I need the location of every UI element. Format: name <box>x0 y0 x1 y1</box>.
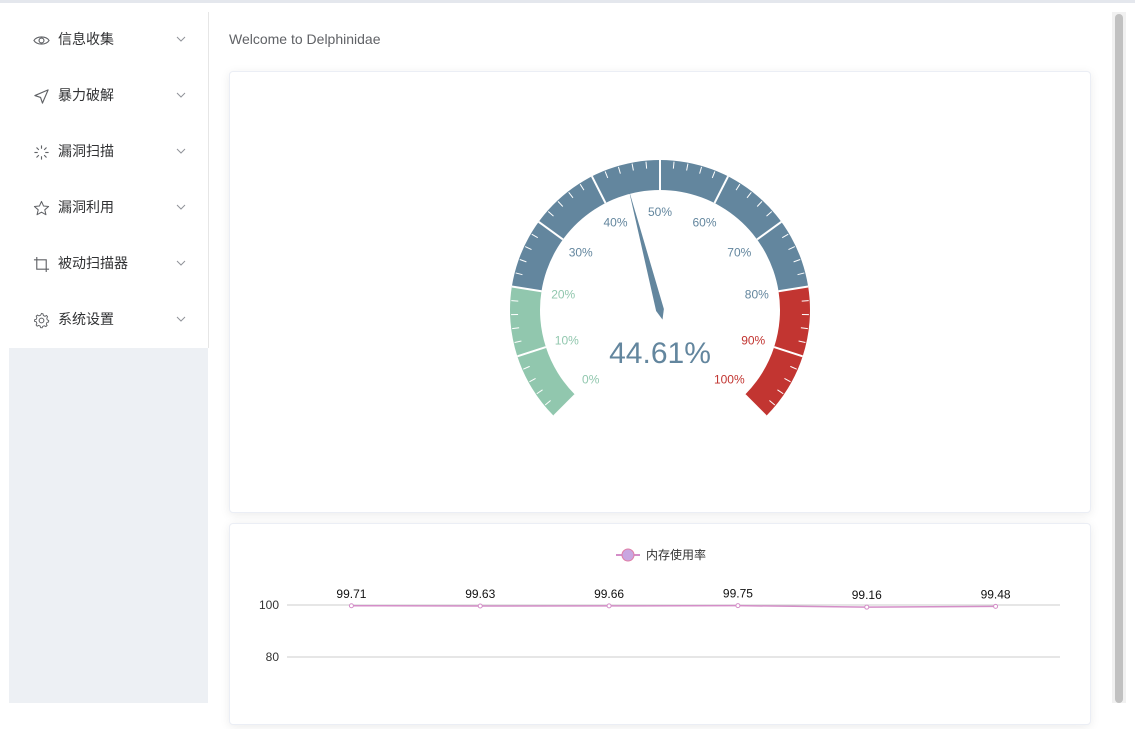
sidebar-item-passive-scanner[interactable]: 被动扫描器 <box>9 236 208 292</box>
gear-icon <box>32 311 50 329</box>
gauge-tick-label: 0% <box>582 372 600 386</box>
gauge-tick-label: 90% <box>741 333 765 347</box>
sidebar-item-label: 系统设置 <box>58 311 114 329</box>
data-label: 99.71 <box>336 587 366 601</box>
gauge-tick-label: 10% <box>555 333 579 347</box>
memory-gauge: 0% 10% 20% 30% 40% 50% 60% 70% 80% 90% 100% 44.61% <box>230 72 1090 512</box>
line-chart-card: 内存使用率 100 80 99.71 99.63 99.66 99.75 99.16 99.… <box>229 523 1091 725</box>
scrollbar[interactable] <box>1112 12 1126 703</box>
sidebar-item-brute-force[interactable]: 暴力破解 <box>9 68 208 124</box>
star-icon <box>32 199 50 217</box>
data-label: 99.66 <box>594 587 624 601</box>
sidebar-menu: 信息收集 暴力破解 漏洞扫描 漏洞利用 <box>9 12 209 348</box>
chevron-down-icon <box>175 201 187 213</box>
gauge-minor-tick <box>646 162 647 169</box>
sidebar-item-label: 漏洞扫描 <box>58 143 114 161</box>
data-point[interactable] <box>994 604 998 608</box>
sidebar-item-label: 漏洞利用 <box>58 199 114 217</box>
gauge-card: 0% 10% 20% 30% 40% 50% 60% 70% 80% 90% 100% 44.61% <box>229 71 1091 513</box>
sidebar-item-label: 被动扫描器 <box>58 255 128 273</box>
chevron-down-icon <box>175 89 187 101</box>
gauge-tick-label: 60% <box>692 216 716 230</box>
main-content: Welcome to Delphinidae 0% 10% 20% 30% 40% 50%… <box>209 12 1112 703</box>
page-title: Welcome to Delphinidae <box>229 31 381 47</box>
sidebar-item-vuln-scan[interactable]: 漏洞扫描 <box>9 124 208 180</box>
y-tick-label: 80 <box>266 650 280 664</box>
gauge-tick-label: 30% <box>569 245 593 259</box>
gauge-tick-label: 80% <box>745 288 769 302</box>
chevron-down-icon <box>175 313 187 325</box>
legend[interactable]: 内存使用率 <box>616 547 706 562</box>
send-icon <box>32 87 50 105</box>
data-label: 99.63 <box>465 587 495 601</box>
data-point[interactable] <box>607 604 611 608</box>
data-point[interactable] <box>736 604 740 608</box>
sidebar-item-label: 信息收集 <box>58 31 114 49</box>
chevron-down-icon <box>175 33 187 45</box>
data-point[interactable] <box>865 605 869 609</box>
scrollbar-thumb[interactable] <box>1115 14 1123 703</box>
y-tick-label: 100 <box>259 598 279 612</box>
gauge-tick-label: 70% <box>727 245 751 259</box>
gauge-tick-label: 20% <box>551 288 575 302</box>
gauge-band-low <box>510 287 575 417</box>
series-line <box>351 606 995 608</box>
sidebar-item-exploit[interactable]: 漏洞利用 <box>9 180 208 236</box>
gauge-value: 44.61% <box>609 337 711 370</box>
data-label: 99.75 <box>723 587 753 601</box>
sidebar-item-label: 暴力破解 <box>58 87 114 105</box>
gauge-tick-label: 100% <box>714 372 745 386</box>
gauge-band-high <box>745 287 810 417</box>
gauge-tick-label: 50% <box>648 205 672 219</box>
crop-icon <box>32 255 50 273</box>
data-label: 99.48 <box>981 587 1011 601</box>
data-label: 99.16 <box>852 588 882 602</box>
legend-label: 内存使用率 <box>646 547 706 562</box>
chevron-down-icon <box>175 145 187 157</box>
gauge-tick-label: 40% <box>603 216 627 230</box>
chevron-down-icon <box>175 257 187 269</box>
loading-icon <box>32 143 50 161</box>
memory-line-chart: 内存使用率 100 80 99.71 99.63 99.66 99.75 99.16 99.… <box>230 524 1090 724</box>
top-border <box>0 0 1135 3</box>
eye-icon <box>32 31 50 49</box>
sidebar-item-settings[interactable]: 系统设置 <box>9 292 208 348</box>
data-point[interactable] <box>478 604 482 608</box>
gauge-minor-tick <box>673 162 674 169</box>
data-point[interactable] <box>349 604 353 608</box>
sidebar-item-info-gathering[interactable]: 信息收集 <box>9 12 208 68</box>
sidebar: 信息收集 暴力破解 漏洞扫描 漏洞利用 <box>9 12 208 703</box>
